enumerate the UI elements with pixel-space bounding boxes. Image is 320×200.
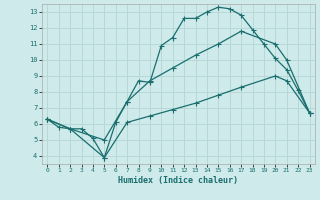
X-axis label: Humidex (Indice chaleur): Humidex (Indice chaleur) (118, 176, 238, 185)
